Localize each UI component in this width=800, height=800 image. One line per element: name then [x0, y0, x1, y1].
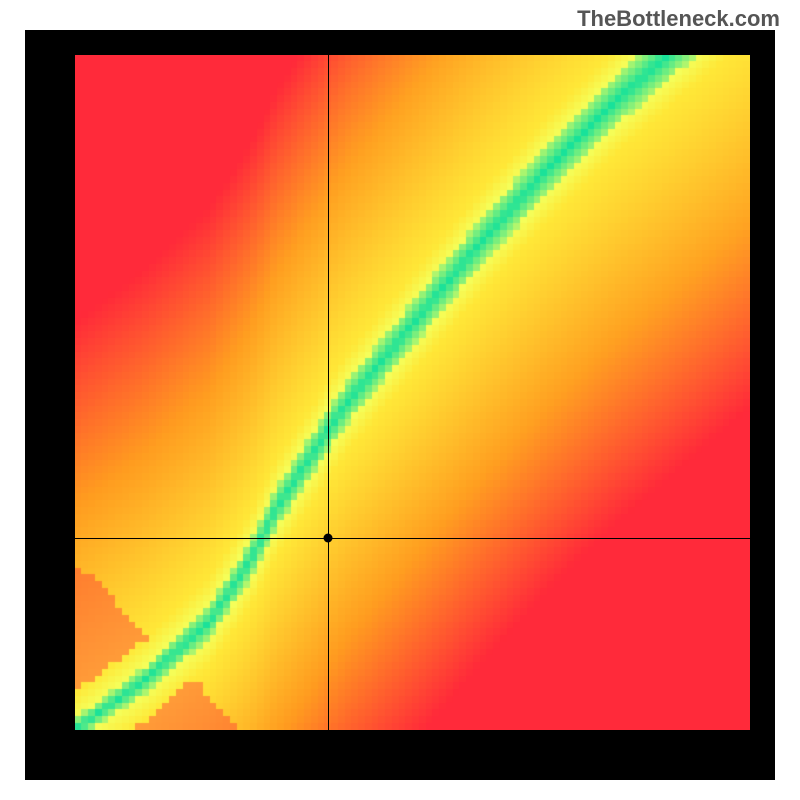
- crosshair-horizontal: [75, 538, 750, 539]
- watermark-text: TheBottleneck.com: [577, 6, 780, 32]
- root-container: TheBottleneck.com: [0, 0, 800, 800]
- bottleneck-heatmap: [75, 55, 750, 730]
- crosshair-vertical: [328, 55, 329, 730]
- chart-black-frame: [25, 30, 775, 780]
- crosshair-marker: [324, 533, 333, 542]
